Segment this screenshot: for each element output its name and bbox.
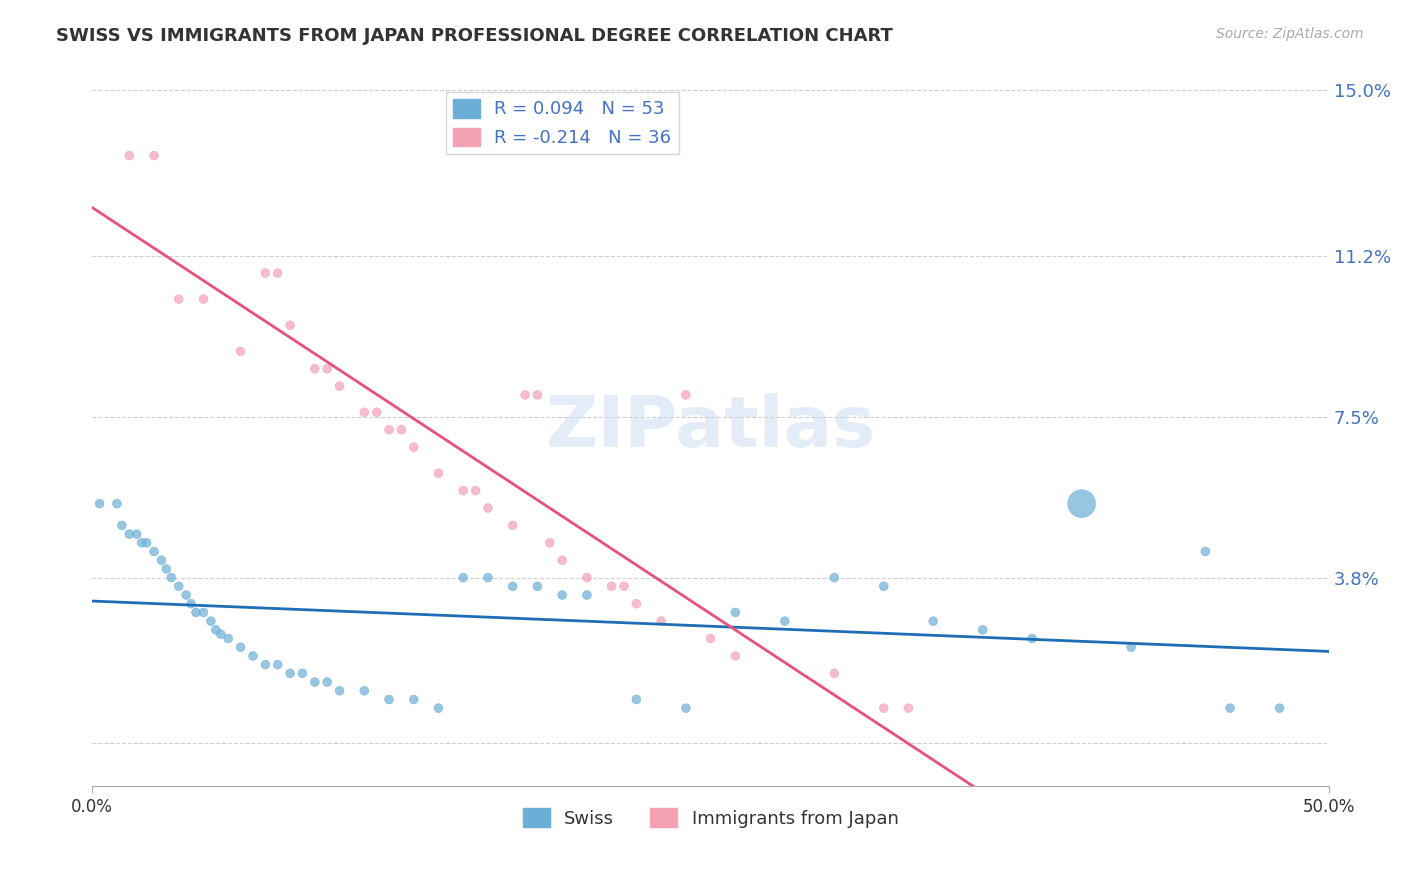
Point [328,683,350,698]
Point [502,579,524,593]
Point [143,148,166,162]
Point [402,440,425,454]
Point [254,657,277,672]
Point [229,640,252,655]
Point [538,536,561,550]
Point [897,701,920,715]
Point [304,361,326,376]
Point [502,518,524,533]
Point [575,588,598,602]
Point [451,571,474,585]
Point [626,597,648,611]
Point [229,344,252,359]
Point [135,536,157,550]
Point [328,379,350,393]
Point [613,579,636,593]
Point [118,148,141,162]
Point [699,632,721,646]
Point [972,623,994,637]
Point [873,701,896,715]
Point [200,614,222,628]
Point [402,692,425,706]
Point [513,388,536,402]
Point [353,683,375,698]
Point [773,614,796,628]
Point [600,579,623,593]
Point [1119,640,1142,655]
Point [526,579,548,593]
Point [291,666,314,681]
Point [389,423,412,437]
Point [922,614,945,628]
Point [304,675,326,690]
Point [675,701,697,715]
Point [366,405,388,419]
Point [378,423,401,437]
Point [125,527,148,541]
Point [724,648,747,663]
Point [118,527,141,541]
Point [205,623,228,637]
Point [477,571,499,585]
Point [267,266,290,280]
Text: Source: ZipAtlas.com: Source: ZipAtlas.com [1216,27,1364,41]
Point [316,361,339,376]
Point [526,388,548,402]
Point [242,648,264,663]
Point [551,588,574,602]
Point [464,483,486,498]
Point [180,597,202,611]
Point [353,405,375,419]
Legend: Swiss, Immigrants from Japan: Swiss, Immigrants from Japan [516,801,905,835]
Point [278,666,301,681]
Point [551,553,574,567]
Point [427,701,450,715]
Point [105,497,128,511]
Point [427,466,450,480]
Point [278,318,301,333]
Point [1070,497,1092,511]
Point [1268,701,1291,715]
Point [217,632,239,646]
Point [575,571,598,585]
Point [160,571,183,585]
Point [267,657,290,672]
Point [650,614,672,628]
Point [626,692,648,706]
Point [89,497,111,511]
Point [823,571,845,585]
Text: SWISS VS IMMIGRANTS FROM JAPAN PROFESSIONAL DEGREE CORRELATION CHART: SWISS VS IMMIGRANTS FROM JAPAN PROFESSIO… [56,27,893,45]
Point [167,579,190,593]
Point [1194,544,1216,558]
Point [193,606,215,620]
Point [193,292,215,306]
Point [1021,632,1043,646]
Point [873,579,896,593]
Point [150,553,173,567]
Point [209,627,232,641]
Point [675,388,697,402]
Point [155,562,177,576]
Point [254,266,277,280]
Point [451,483,474,498]
Point [143,544,166,558]
Point [111,518,134,533]
Point [184,606,207,620]
Point [174,588,197,602]
Point [724,606,747,620]
Point [823,666,845,681]
Point [1219,701,1241,715]
Point [316,675,339,690]
Point [477,501,499,516]
Point [167,292,190,306]
Text: ZIPatlas: ZIPatlas [546,393,876,462]
Point [131,536,153,550]
Point [378,692,401,706]
